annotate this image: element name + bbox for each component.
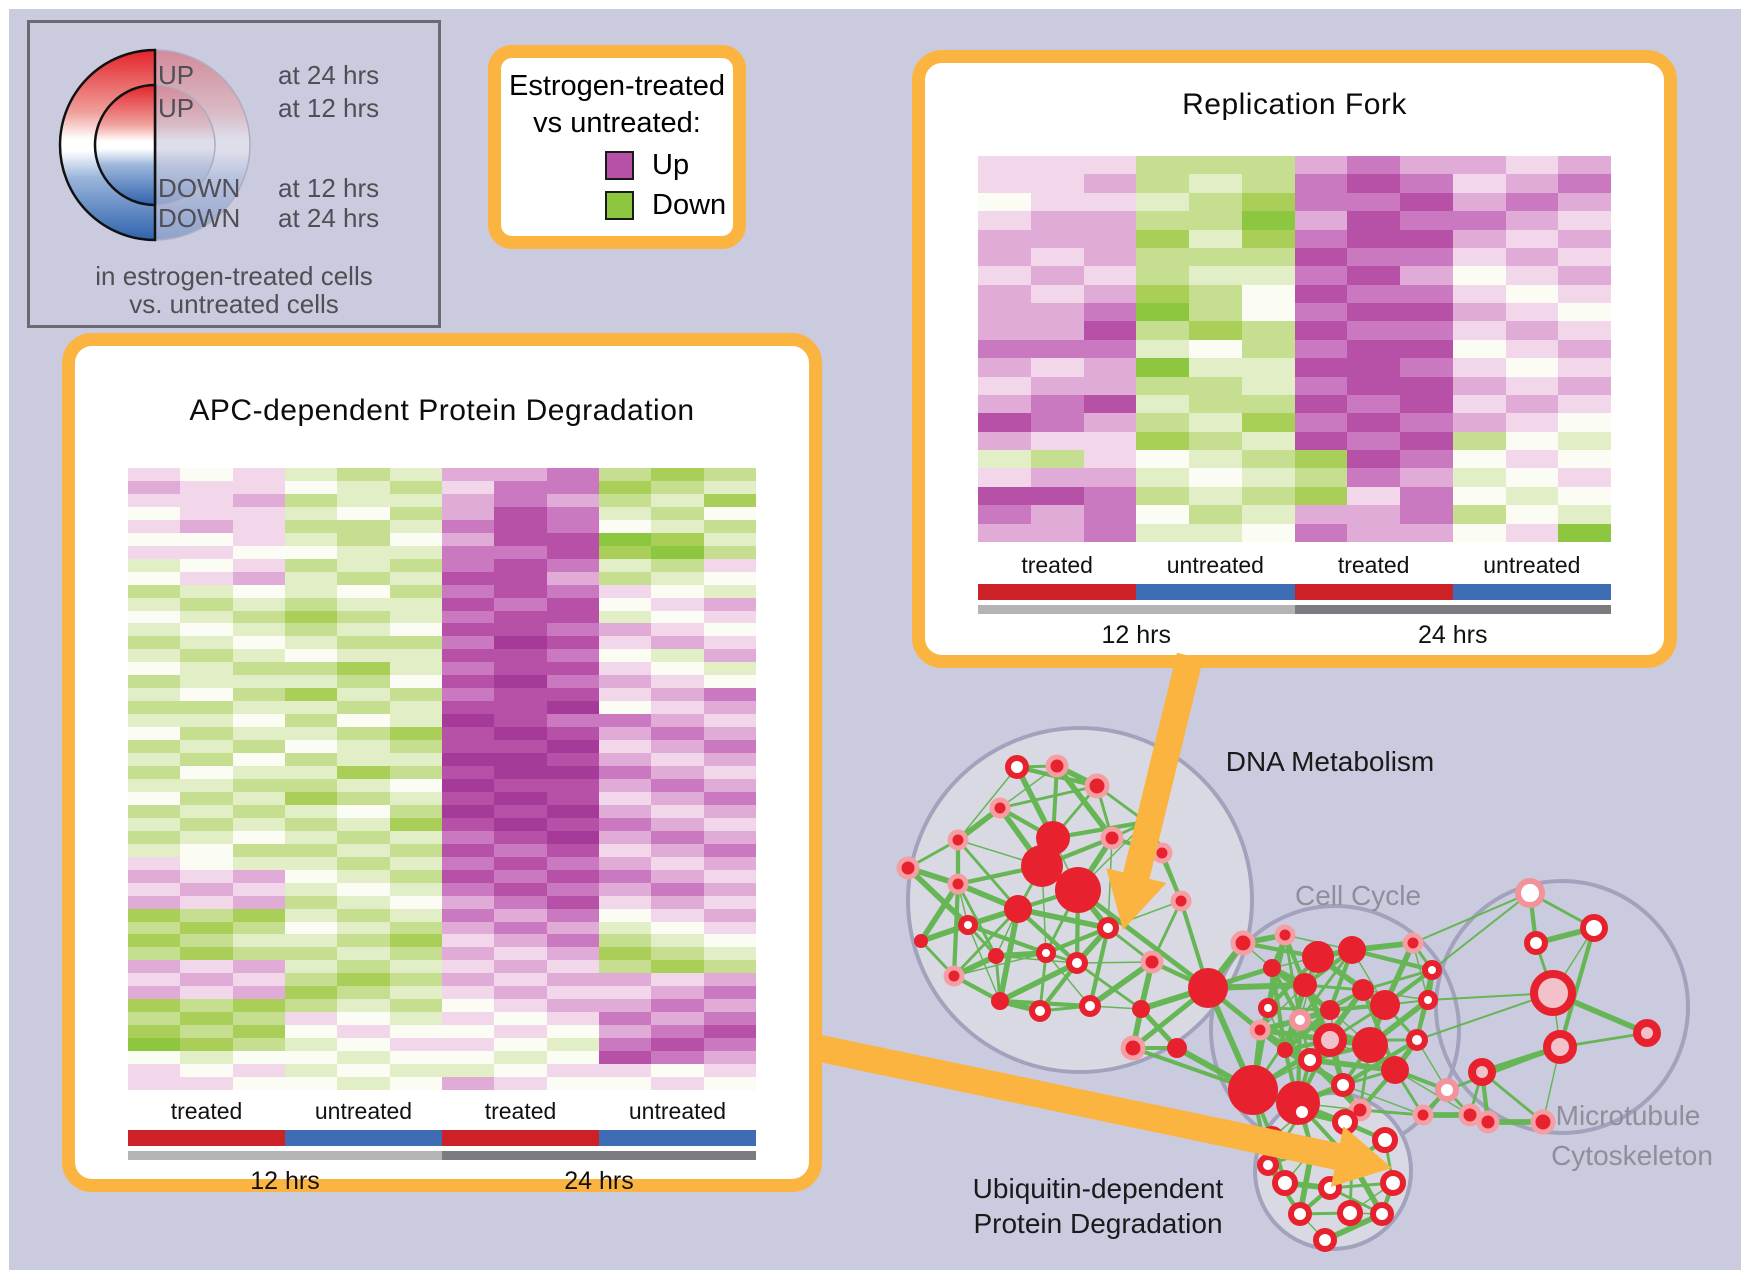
ring-row-word: DOWN xyxy=(158,173,241,203)
ring-row-time: at 12 hrs xyxy=(278,93,380,123)
up-color-swatch xyxy=(605,151,634,180)
ring-row-word: UP xyxy=(158,60,195,90)
replication-fork-panel: Replication Fork treated untreated treat… xyxy=(912,50,1677,668)
ring-legend-footer-2: vs. untreated cells xyxy=(129,289,339,319)
apc-panel-title: APC-dependent Protein Degradation xyxy=(189,394,695,427)
group-label: untreated xyxy=(314,1098,413,1124)
ring-row-time: at 24 hrs xyxy=(278,203,380,233)
ring-row-time: at 24 hrs xyxy=(278,60,380,90)
cluster-label-ubiquitin-2: Protein Degradation xyxy=(973,1208,1223,1239)
hours-bar xyxy=(978,605,1611,614)
down-label: Down xyxy=(652,189,727,221)
cluster-label-cytoskeleton: Cytoskeleton xyxy=(1551,1140,1713,1171)
apc-panel: APC-dependent Protein Degradation treate… xyxy=(62,333,822,1195)
treated-untreated-bar xyxy=(978,584,1611,600)
updown-legend-box: Estrogen-treated vs untreated: Up Down xyxy=(488,45,746,249)
ring-row-word: UP xyxy=(158,93,195,123)
group-label: treated xyxy=(1021,552,1093,578)
ring-legend-box: UP at 24 hrs UP at 12 hrs DOWN at 12 hrs… xyxy=(27,20,441,328)
ring-row-time: at 12 hrs xyxy=(278,173,380,203)
hours-label-24: 24 hrs xyxy=(1418,621,1488,649)
cluster-label-microtubule: Microtubule xyxy=(1555,1100,1701,1131)
cluster-label-dna-metabolism: DNA Metabolism xyxy=(1225,746,1435,777)
hours-label-12: 12 hrs xyxy=(1101,621,1171,649)
apc-heatmap-footer: treated untreated treated untreated 12 h… xyxy=(128,1098,756,1196)
legend-item-down: Down xyxy=(605,189,733,222)
hours-label-24: 24 hrs xyxy=(564,1167,634,1195)
down-color-swatch xyxy=(605,191,634,220)
group-label: treated xyxy=(1337,552,1410,578)
inner-half-ring-12hrs xyxy=(93,83,157,207)
updown-legend-title-2: vs untreated: xyxy=(533,107,701,139)
legend-item-up: Up xyxy=(605,149,733,182)
group-label: untreated xyxy=(628,1098,727,1124)
ring-row-word: DOWN xyxy=(158,203,241,233)
up-label: Up xyxy=(652,149,690,181)
rf-heatmap-footer: treated untreated treated untreated 12 h… xyxy=(978,552,1611,650)
group-label: untreated xyxy=(1483,552,1581,578)
hours-bar xyxy=(128,1151,756,1160)
cluster-label-cell-cycle: Cell Cycle xyxy=(1294,880,1422,911)
group-label: treated xyxy=(170,1098,243,1124)
rf-heatmap xyxy=(978,156,1611,542)
group-label: treated xyxy=(484,1098,557,1124)
ring-legend-footer-1: in estrogen-treated cells xyxy=(95,261,373,291)
group-label: untreated xyxy=(1166,552,1264,578)
cluster-label-ubiquitin-1: Ubiquitin-dependent xyxy=(972,1173,1224,1204)
hours-label-12: 12 hrs xyxy=(250,1167,320,1195)
treated-untreated-bar xyxy=(128,1130,756,1146)
rf-panel-title: Replication Fork xyxy=(1182,88,1407,121)
apc-heatmap xyxy=(128,468,756,1090)
updown-legend-title-1: Estrogen-treated xyxy=(508,70,725,102)
ring-gradient-diagram xyxy=(58,48,251,242)
